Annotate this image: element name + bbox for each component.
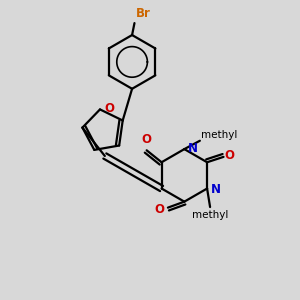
- Text: N: N: [188, 142, 198, 155]
- Text: O: O: [225, 149, 235, 162]
- Text: methyl: methyl: [201, 130, 237, 140]
- Text: O: O: [105, 102, 115, 115]
- Text: O: O: [154, 202, 164, 216]
- Text: O: O: [141, 133, 151, 146]
- Text: Br: Br: [136, 8, 151, 20]
- Text: N: N: [211, 183, 221, 196]
- Text: methyl: methyl: [192, 210, 228, 220]
